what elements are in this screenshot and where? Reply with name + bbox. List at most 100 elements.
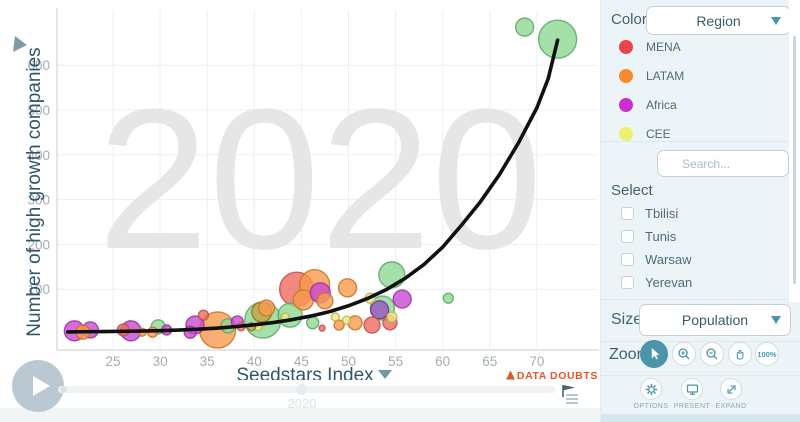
select-item-label: Warsaw xyxy=(645,251,692,267)
x-axis-chevron-icon[interactable] xyxy=(378,370,392,379)
legend-color-dot xyxy=(619,40,633,54)
legend-label: Africa xyxy=(646,98,677,112)
bubble-chart: 2020 100 200 300 400 500 600 25 30 35 40 45 50 55 60 65… xyxy=(13,8,599,380)
trend-line xyxy=(65,38,560,334)
timeline-slider[interactable] xyxy=(58,386,556,393)
select-item-label: Tunis xyxy=(645,228,677,244)
x-axis-title[interactable]: Seedstars Index xyxy=(236,365,374,380)
zoom-out-icon xyxy=(706,348,718,360)
x-tick-label: 30 xyxy=(153,354,168,369)
divider xyxy=(601,375,800,376)
select-item[interactable]: Warsaw xyxy=(621,251,691,267)
legend-item[interactable]: Africa xyxy=(619,96,677,114)
select-item[interactable]: Tunis xyxy=(621,228,676,244)
y-tick-label: 500 xyxy=(27,103,50,118)
options-button-label: OPTIONS xyxy=(633,403,669,410)
bubble-MENA[interactable] xyxy=(197,309,210,321)
chart-area: 2020 100 200 300 400 500 600 25 30 35 40 45 50 55 60 65… xyxy=(0,8,600,422)
size-dropdown[interactable]: Population xyxy=(639,304,791,336)
bubble-CEE[interactable] xyxy=(386,311,398,323)
bubble-green[interactable] xyxy=(514,17,535,37)
checkbox[interactable] xyxy=(621,252,634,266)
expand-button[interactable] xyxy=(720,378,742,400)
sidebar-scrollbar[interactable] xyxy=(793,36,796,284)
bubble-green[interactable] xyxy=(378,261,406,289)
screen-icon xyxy=(686,384,698,395)
select-item[interactable]: Tbilisi xyxy=(621,205,678,221)
bubble-LATAM[interactable] xyxy=(333,319,345,331)
data-doubts-label[interactable]: DATA DOUBTS xyxy=(517,370,598,380)
legend-label: CEE xyxy=(646,127,671,141)
bubble-LATAM[interactable] xyxy=(257,299,276,317)
expand-icon xyxy=(726,384,736,394)
legend-color-dot xyxy=(619,98,633,112)
x-tick-label: 40 xyxy=(247,354,262,369)
play-button[interactable] xyxy=(12,360,64,412)
bubble-MENA[interactable] xyxy=(363,316,381,334)
y-axis-title[interactable]: Number of high growth companies xyxy=(24,47,45,336)
hand-icon xyxy=(736,349,744,360)
y-tick-label: 100 xyxy=(27,282,50,297)
bubble-MENA[interactable] xyxy=(318,324,326,332)
pan-hand-button[interactable] xyxy=(728,342,752,366)
options-button[interactable] xyxy=(640,378,662,400)
warning-triangle-icon xyxy=(506,370,515,380)
timeline-start-dot xyxy=(60,386,67,393)
y-tick-label: 600 xyxy=(27,58,50,73)
sidebar: Color Region MENA LATAM Africa CEE Selec… xyxy=(600,0,800,422)
x-tick-label: 45 xyxy=(294,354,309,369)
y-axis-chevron-icon[interactable] xyxy=(13,36,27,52)
color-dropdown[interactable]: Region xyxy=(646,6,791,35)
timeline-handle[interactable] xyxy=(296,384,307,395)
select-cursor-button[interactable] xyxy=(640,340,668,368)
legend-label: LATAM xyxy=(646,69,685,83)
x-tick-label: 60 xyxy=(435,354,450,369)
bubble-purple[interactable] xyxy=(369,300,390,320)
zoom-reset-button[interactable]: 100% xyxy=(755,342,779,366)
x-tick-label: 65 xyxy=(482,354,497,369)
timeline-flag-button[interactable] xyxy=(554,379,582,407)
bubble-CEE[interactable] xyxy=(330,312,341,322)
y-tick-label: 200 xyxy=(27,237,50,252)
chevron-down-icon xyxy=(771,316,781,324)
divider xyxy=(601,299,800,300)
checkbox[interactable] xyxy=(621,229,634,243)
present-button[interactable] xyxy=(681,378,703,400)
zoom-section-label: Zoom xyxy=(609,346,650,363)
divider xyxy=(601,141,800,142)
legend-color-dot xyxy=(619,127,633,141)
zoom-out-button[interactable] xyxy=(700,342,724,366)
timeline-year-label: 2020 xyxy=(287,396,317,411)
x-tick-label: 25 xyxy=(105,354,120,369)
bubble-green[interactable] xyxy=(442,292,455,304)
legend-item[interactable]: CEE xyxy=(619,125,671,143)
select-section-label: Select xyxy=(611,182,653,199)
checkbox[interactable] xyxy=(621,206,634,220)
zoom-in-button[interactable] xyxy=(672,342,696,366)
bubble-LATAM[interactable] xyxy=(337,278,358,298)
search-input[interactable] xyxy=(657,150,789,177)
select-item-label: Yerevan xyxy=(645,274,693,290)
gear-icon xyxy=(645,383,657,395)
bubble-CEE[interactable] xyxy=(341,315,352,325)
year-watermark: 2020 xyxy=(98,68,543,291)
legend-item[interactable]: MENA xyxy=(619,38,681,56)
color-dropdown-value: Region xyxy=(696,12,741,29)
legend-color-dot xyxy=(619,69,633,83)
zoom-reset-label: 100% xyxy=(757,349,777,359)
present-button-label: PRESENT xyxy=(673,403,711,410)
legend-item[interactable]: LATAM xyxy=(619,67,684,85)
x-tick-label: 50 xyxy=(341,354,356,369)
x-tick-label: 55 xyxy=(388,354,403,369)
legend-label: MENA xyxy=(646,40,681,54)
select-item[interactable]: Yerevan xyxy=(621,274,692,290)
chevron-down-icon xyxy=(771,16,781,25)
select-item-label: Tbilisi xyxy=(645,205,679,221)
checkbox[interactable] xyxy=(621,275,634,289)
bubble-LATAM[interactable] xyxy=(316,292,334,310)
bubble-Africa[interactable] xyxy=(392,289,412,309)
divider xyxy=(601,341,800,342)
bubble-green[interactable] xyxy=(306,316,320,330)
x-tick-label: 70 xyxy=(529,354,544,369)
